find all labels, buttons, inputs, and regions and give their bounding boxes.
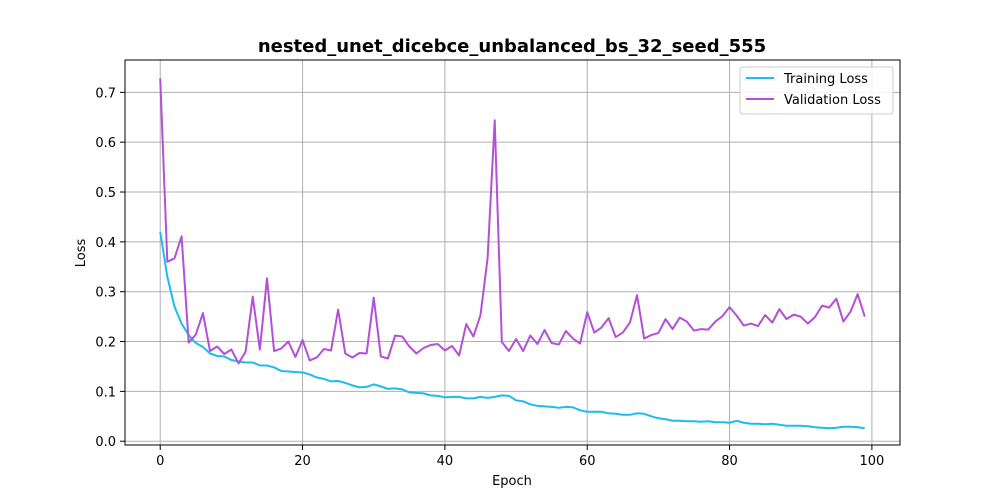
x-tick-label: 20 [294,454,311,469]
legend-label-training-loss: Training Loss [783,72,868,87]
chart-title: nested_unet_dicebce_unbalanced_bs_32_see… [258,36,766,57]
legend-label-validation-loss: Validation Loss [784,93,881,108]
axis-ticks: 0 20 40 60 80 100 0.0 0.1 0.2 0.3 0.4 0.5 0.6 0.7 [95,86,884,469]
y-axis-label: Loss [74,239,89,268]
y-tick-label: 0.2 [95,336,116,351]
x-tick-label: 100 [859,454,884,469]
plot-frame [124,59,901,446]
y-tick-label: 0.7 [95,86,116,101]
x-tick-label: 80 [721,454,738,469]
y-tick-label: 0.4 [95,236,116,251]
grid [125,60,900,445]
y-tick-label: 0.3 [95,286,116,301]
series-line-validation-loss [159,78,866,365]
x-tick-label: 0 [156,454,164,469]
x-tick-label: 40 [437,454,454,469]
x-tick-label: 60 [579,454,596,469]
series-lines [159,78,866,430]
legend-box [739,66,894,115]
series-line-training-loss [159,231,865,430]
y-tick-label: 0.1 [95,385,116,400]
x-axis-label: Epoch [492,474,532,489]
y-tick-label: 0.0 [95,435,116,450]
legend: Training Loss Validation Loss [739,66,894,115]
y-tick-label: 0.6 [95,136,116,151]
y-tick-label: 0.5 [95,186,116,201]
